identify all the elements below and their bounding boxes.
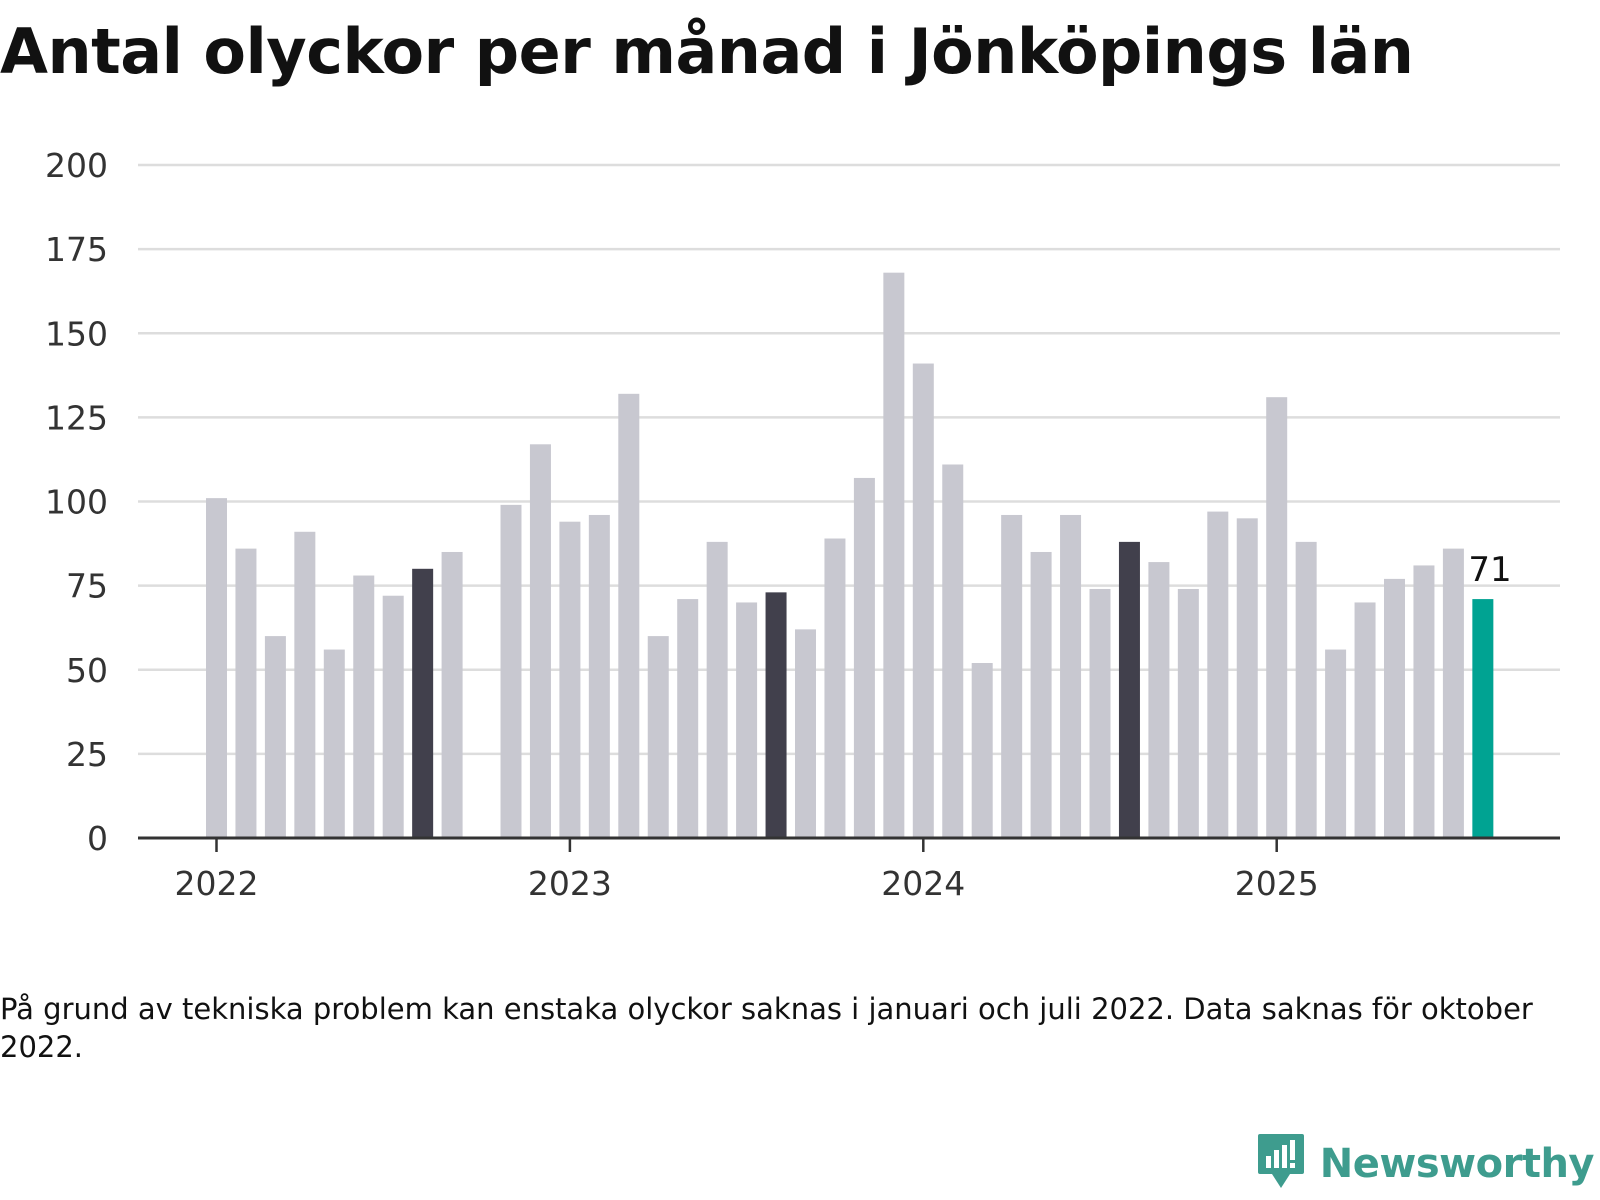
- bar-2024-09: [1148, 562, 1170, 838]
- y-tick-label: 150: [45, 314, 108, 353]
- y-tick-label: 100: [45, 483, 108, 522]
- y-tick-label: 75: [66, 567, 108, 606]
- bar-2025-07: [1442, 548, 1464, 838]
- x-tick-label: 2023: [528, 864, 612, 903]
- y-tick-label: 50: [66, 651, 108, 690]
- label-layer: 71: [1468, 550, 1511, 590]
- bar-2024-03: [971, 663, 993, 838]
- bar-2023-02: [588, 514, 610, 838]
- bar-2024-06: [1060, 514, 1082, 838]
- x-tick-label: 2025: [1235, 864, 1319, 903]
- bar-2025-03: [1325, 649, 1347, 838]
- bar-2022-01: [206, 498, 227, 838]
- brand-logo[interactable]: Newsworthy: [1256, 1132, 1595, 1196]
- bar-2023-03: [618, 393, 640, 838]
- bar-2024-05: [1030, 551, 1052, 838]
- newsworthy-logo-icon: [1256, 1132, 1306, 1196]
- bar-2024-07: [1089, 588, 1111, 838]
- footnote: På grund av tekniska problem kan enstaka…: [0, 992, 1533, 1064]
- chart-svg: 0 25 50 75 100 125 150 175 200 2022 2023 2024 2025 7…: [45, 146, 1560, 903]
- bar-2022-07: [382, 595, 404, 838]
- bar-2025-08: [1472, 599, 1494, 838]
- bar-2023-12: [883, 272, 905, 838]
- bar-2022-09: [441, 551, 463, 838]
- bar-2023-05: [677, 599, 699, 838]
- bar-2025-01: [1266, 397, 1288, 838]
- bar-2024-02: [942, 464, 964, 838]
- y-tick-label: 200: [45, 146, 108, 185]
- bar-2022-12: [529, 444, 551, 838]
- bar-2023-09: [795, 629, 816, 838]
- grid-layer: [138, 163, 1560, 756]
- bar-2024-12: [1236, 518, 1258, 838]
- bar-2025-06: [1413, 565, 1435, 838]
- bar-2023-08: [765, 592, 787, 838]
- bar-2022-11: [500, 504, 522, 838]
- bar-2023-06: [706, 541, 728, 838]
- bar-2025-05: [1384, 578, 1405, 838]
- y-tick-label: 0: [87, 819, 108, 858]
- x-tick-label: 2022: [175, 864, 259, 903]
- bar-2023-07: [736, 602, 758, 838]
- bar-layer: [206, 272, 1494, 838]
- bar-2022-04: [294, 531, 316, 838]
- bar-2024-11: [1207, 511, 1229, 838]
- bar-2023-10: [824, 538, 846, 838]
- y-tick-label: 25: [66, 735, 108, 774]
- bar-2024-08: [1118, 541, 1140, 838]
- axis-layer: 0 25 50 75 100 125 150 175 200 2022 2023 2024 2025: [45, 146, 1560, 903]
- bar-2024-10: [1177, 588, 1199, 838]
- bar-2023-04: [647, 636, 669, 838]
- bar-chart: 0 25 50 75 100 125 150 175 200 2022 2023 2024 2025 7…: [0, 120, 1600, 920]
- bar-2022-06: [353, 575, 375, 838]
- bar-2023-11: [853, 477, 875, 838]
- bar-2022-03: [264, 636, 286, 838]
- bar-2024-04: [1001, 514, 1023, 838]
- bar-2025-02: [1295, 541, 1317, 838]
- x-tick-label: 2024: [881, 864, 965, 903]
- chart-title: Antal olyckor per månad i Jönköpings län: [0, 15, 1414, 88]
- bar-2025-04: [1354, 602, 1376, 838]
- latest-value-label: 71: [1468, 550, 1511, 590]
- bar-2022-05: [323, 649, 345, 838]
- bar-2023-01: [559, 521, 581, 838]
- y-tick-label: 175: [45, 230, 108, 269]
- bar-2022-08: [412, 568, 434, 838]
- brand-name: Newsworthy: [1319, 1141, 1595, 1187]
- bar-2022-02: [235, 548, 257, 838]
- y-tick-label: 125: [45, 398, 108, 437]
- bar-2024-01: [912, 363, 934, 838]
